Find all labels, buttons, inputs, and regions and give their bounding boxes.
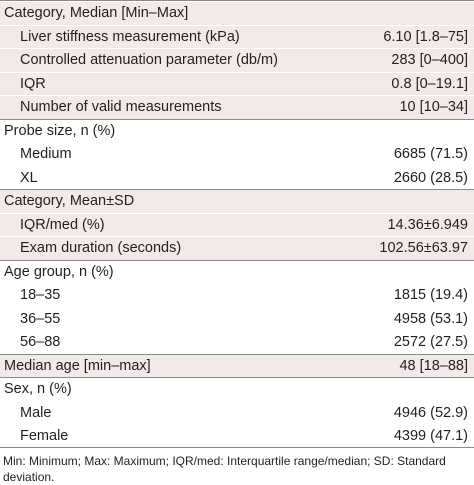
section-header-row: Age group, n (%) [0, 259, 474, 284]
table-row: Female 4399 (47.1) [0, 424, 474, 448]
table-row: Controlled attenuation parameter (db/m) 2… [0, 48, 474, 72]
table-row: Number of valid measurements 10 [10–34] [0, 95, 474, 119]
row-value: 2572 (27.5) [393, 334, 468, 350]
table-bottom-rule [0, 447, 474, 448]
section-header-row: Category, Mean±SD [0, 189, 474, 213]
table-row: Liver stiffness measurement (kPa) 6.10 [1… [0, 24, 474, 48]
table-body: Category, Median [Min–Max] Liver stiffnes… [0, 1, 474, 448]
row-value: 48 [18–88] [399, 357, 468, 374]
row-label: Female [20, 428, 69, 444]
row-label: Exam duration (seconds) [20, 240, 182, 256]
row-label: Sex, n (%) [4, 381, 72, 397]
table-row: 56–88 2572 (27.5) [0, 330, 474, 354]
table-row: 18–35 1815 (19.4) [0, 283, 474, 307]
row-value: 4958 (53.1) [393, 310, 468, 327]
table-row: Male 4946 (52.9) [0, 400, 474, 425]
row-label: Median age [min–max] [4, 357, 151, 374]
table-row: XL 2660 (28.5) [0, 165, 474, 190]
row-label: Medium [20, 146, 72, 162]
section-header-row: Median age [min–max] 48 [18–88] [0, 353, 474, 377]
table-top-rule [0, 0, 474, 1]
row-value: 1815 (19.4) [393, 287, 468, 303]
row-label: 36–55 [20, 310, 61, 327]
row-value: 4946 (52.9) [393, 404, 468, 421]
row-value: 6685 (71.5) [393, 146, 468, 162]
section-header-row: Probe size, n (%) [0, 118, 474, 143]
row-label: Male [20, 404, 52, 421]
row-value: 283 [0–400] [391, 52, 468, 68]
row-label: 18–35 [20, 287, 61, 303]
row-value: 0.8 [0–19.1] [391, 75, 468, 92]
row-value: 4399 (47.1) [393, 428, 468, 444]
row-label: Controlled attenuation parameter (db/m) [20, 52, 278, 68]
row-value: 102.56±63.97 [379, 240, 468, 256]
table-footnote: Min: Minimum; Max: Maximum; IQR/med: Int… [3, 454, 446, 484]
data-table: Category, Median [Min–Max] Liver stiffnes… [0, 0, 474, 448]
table-row: IQR 0.8 [0–19.1] [0, 71, 474, 95]
row-label: Age group, n (%) [4, 263, 114, 280]
row-label: Liver stiffness measurement (kPa) [20, 28, 240, 45]
row-label: XL [20, 169, 38, 186]
table-row: 36–55 4958 (53.1) [0, 306, 474, 331]
row-value: 14.36±6.949 [387, 216, 468, 233]
table-row: Medium 6685 (71.5) [0, 142, 474, 166]
section-header-row: Category, Median [Min–Max] [0, 1, 474, 25]
section-header-row: Sex, n (%) [0, 377, 474, 401]
row-label: IQR [20, 75, 46, 92]
table-row: IQR/med (%) 14.36±6.949 [0, 212, 474, 236]
row-label: Category, Median [Min–Max] [4, 5, 189, 21]
table-row: Exam duration (seconds) 102.56±63.97 [0, 236, 474, 260]
row-label: Probe size, n (%) [4, 122, 116, 139]
row-label: Category, Mean±SD [4, 193, 135, 209]
row-value: 6.10 [1.8–75] [383, 28, 468, 45]
row-label: 56–88 [20, 334, 61, 350]
row-label: Number of valid measurements [20, 99, 222, 115]
row-value: 10 [10–34] [399, 99, 468, 115]
row-label: IQR/med (%) [20, 216, 105, 233]
row-value: 2660 (28.5) [393, 169, 468, 186]
